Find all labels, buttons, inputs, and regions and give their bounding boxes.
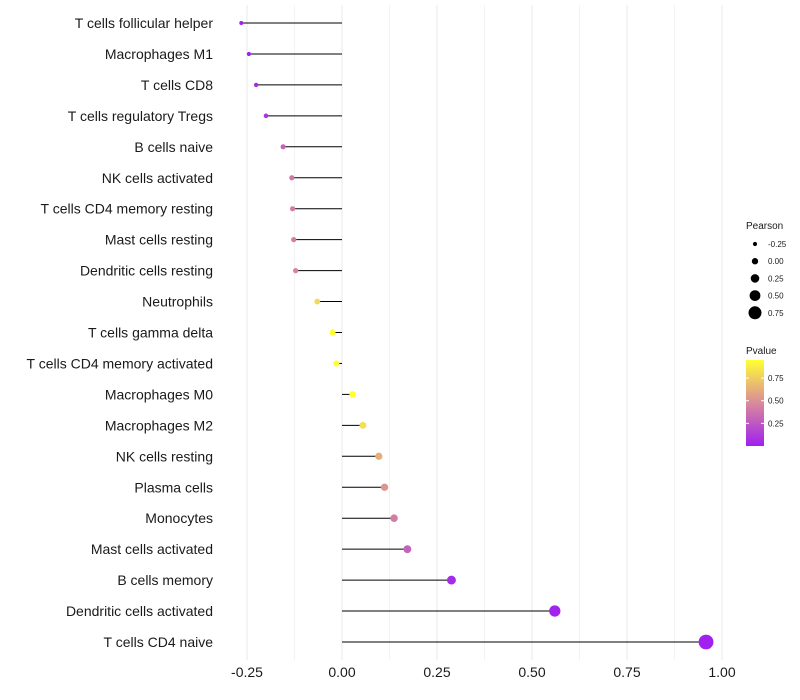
colorbar-label: 0.75 xyxy=(768,374,784,383)
y-tick-label: Plasma cells xyxy=(134,479,213,495)
y-tick-label: Macrophages M0 xyxy=(105,386,213,402)
y-tick-label: T cells gamma delta xyxy=(88,325,213,341)
points xyxy=(239,20,714,650)
x-tick-label: 0.25 xyxy=(423,664,450,680)
size-legend-label: 0.75 xyxy=(768,309,784,318)
point xyxy=(403,545,412,554)
pvalue-legend-title: Pvalue xyxy=(746,346,777,357)
y-tick-label: B cells memory xyxy=(117,572,213,588)
point xyxy=(289,175,295,181)
size-legend-key xyxy=(748,306,762,320)
point xyxy=(359,421,367,429)
point xyxy=(253,82,259,88)
point xyxy=(549,605,561,617)
y-tick-label: Macrophages M1 xyxy=(105,46,213,62)
point xyxy=(263,113,269,119)
y-tick-label: T cells CD8 xyxy=(141,77,213,93)
stems xyxy=(241,22,707,643)
y-tick-label: Monocytes xyxy=(145,510,213,526)
point xyxy=(349,391,356,398)
point xyxy=(380,483,389,491)
x-tick-label: 0.50 xyxy=(518,664,545,680)
point xyxy=(239,20,244,26)
y-tick-label: T cells CD4 naive xyxy=(104,634,214,650)
y-tick-label: T cells CD4 memory resting xyxy=(41,201,213,217)
colorbar-label: 0.25 xyxy=(768,419,784,428)
size-legend-key xyxy=(751,258,759,265)
y-tick-label: Neutrophils xyxy=(142,294,213,310)
size-legend-label: 0.50 xyxy=(768,292,784,301)
y-tick-label: NK cells activated xyxy=(102,170,213,186)
x-axis-labels: -0.25 0.00 0.25 0.50 0.75 1.00 xyxy=(231,664,736,680)
point xyxy=(292,267,299,274)
point xyxy=(246,51,252,57)
point xyxy=(289,206,296,212)
y-tick-label: T cells CD4 memory activated xyxy=(27,355,213,371)
x-tick-label: -0.25 xyxy=(231,664,263,680)
pearson-size-legend: Pearson -0.25 0.00 0.25 0.50 0.75 xyxy=(746,221,787,320)
point xyxy=(314,298,321,305)
point xyxy=(280,144,286,150)
point xyxy=(390,514,398,522)
colorbar-label: 0.50 xyxy=(768,397,784,406)
y-tick-label: T cells regulatory Tregs xyxy=(68,108,213,124)
pvalue-color-legend: Pvalue 0.25 0.50 0.75 xyxy=(746,346,784,446)
point xyxy=(375,452,383,460)
y-tick-label: Macrophages M2 xyxy=(105,417,213,433)
x-tick-label: 0.00 xyxy=(328,664,355,680)
size-legend-key xyxy=(752,241,758,247)
x-tick-label: 0.75 xyxy=(613,664,640,680)
point xyxy=(291,237,297,243)
y-tick-label: Dendritic cells resting xyxy=(80,263,213,279)
size-legend-key xyxy=(750,274,760,283)
size-legend-label: 0.00 xyxy=(768,257,784,266)
y-axis-labels: T cells follicular helper Macrophages M1 T… xyxy=(27,15,214,650)
y-tick-label: T cells follicular helper xyxy=(75,15,214,31)
size-legend-key xyxy=(749,290,761,301)
pearson-legend-title: Pearson xyxy=(746,221,783,232)
size-legend-label: 0.25 xyxy=(768,274,784,283)
point xyxy=(333,360,340,367)
point xyxy=(698,634,714,650)
y-tick-label: B cells naive xyxy=(134,139,213,155)
point xyxy=(329,329,336,336)
size-legend-label: -0.25 xyxy=(768,240,787,249)
point xyxy=(446,575,456,585)
y-tick-label: Dendritic cells activated xyxy=(66,603,213,619)
y-tick-label: Mast cells activated xyxy=(91,541,213,557)
y-tick-label: NK cells resting xyxy=(116,448,213,464)
grid-lines xyxy=(246,5,723,660)
y-tick-label: Mast cells resting xyxy=(105,232,213,248)
x-tick-label: 1.00 xyxy=(708,664,735,680)
pvalue-colorbar xyxy=(746,360,764,446)
